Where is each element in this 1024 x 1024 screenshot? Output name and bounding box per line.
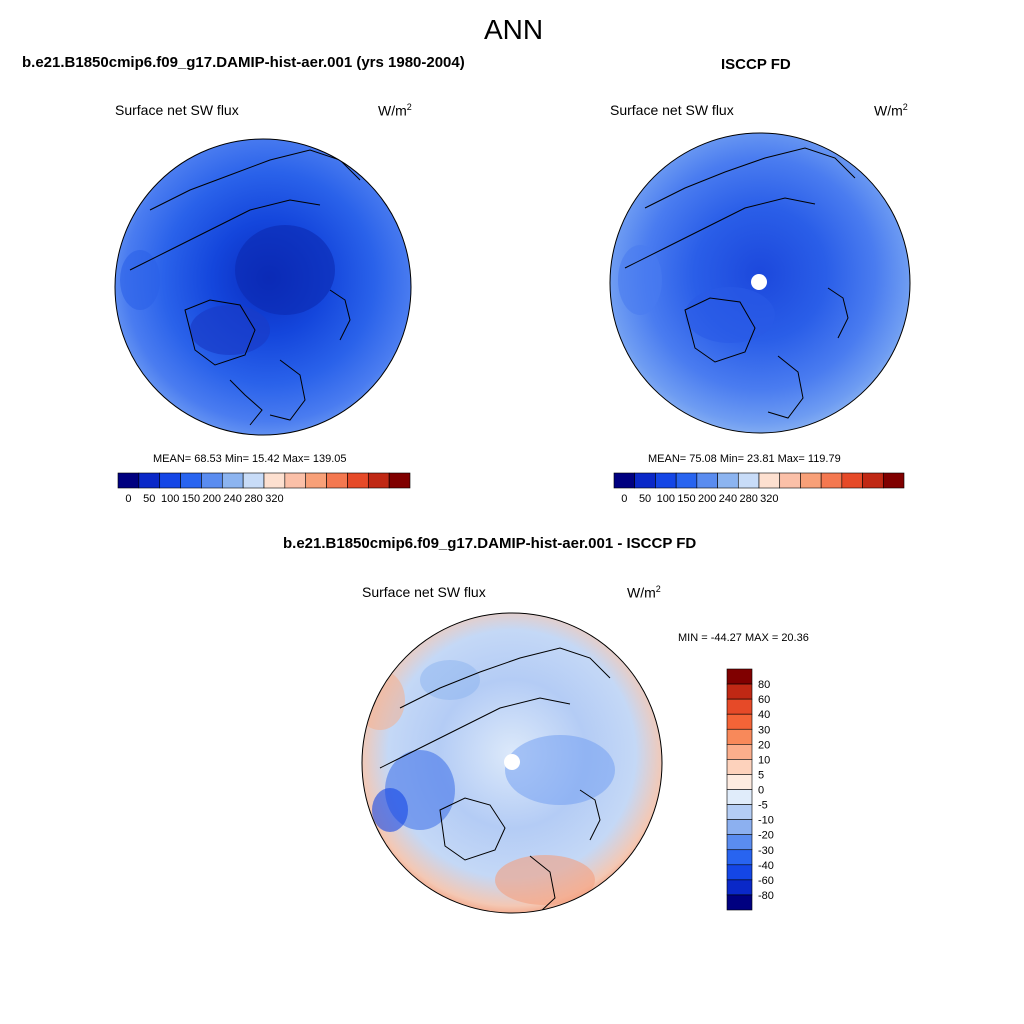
colorbar-swatch bbox=[726, 759, 753, 775]
colorbar-tick-label: 150 bbox=[182, 493, 200, 505]
panel-diff-variable: Surface net SW flux bbox=[362, 584, 486, 600]
colorbar-tick-label: 150 bbox=[677, 493, 695, 505]
map-model bbox=[114, 138, 412, 436]
panel-diff-units: W/m2 bbox=[627, 584, 661, 601]
colorbar-swatch bbox=[634, 472, 656, 489]
colorbar-swatch bbox=[284, 472, 307, 489]
panel-model-header: b.e21.B1850cmip6.f09_g17.DAMIP-hist-aer.… bbox=[22, 54, 465, 71]
colorbar-swatch bbox=[675, 472, 698, 489]
colorbar-tick-label: 320 bbox=[760, 493, 778, 505]
panel-model-stats: MEAN= 68.53 Min= 15.42 Max= 139.05 bbox=[153, 453, 347, 465]
colorbar-swatch bbox=[758, 472, 781, 489]
colorbar-tick-label: 280 bbox=[244, 493, 262, 505]
colorbar-swatch bbox=[726, 834, 753, 851]
colorbar-tick-label: 200 bbox=[698, 493, 716, 505]
colorbar-swatch bbox=[326, 472, 348, 489]
colorbar-swatch bbox=[726, 864, 753, 881]
colorbar-swatch bbox=[388, 472, 411, 489]
map-diff bbox=[361, 612, 663, 914]
panel-diff-header: b.e21.B1850cmip6.f09_g17.DAMIP-hist-aer.… bbox=[283, 535, 697, 552]
colorbar-swatch bbox=[726, 713, 753, 730]
colorbar-tick-label: -20 bbox=[758, 830, 774, 842]
colorbar-swatch bbox=[726, 849, 753, 866]
colorbar-swatch bbox=[717, 472, 739, 489]
colorbar-swatch bbox=[655, 472, 677, 489]
colorbar-swatch bbox=[841, 472, 863, 489]
colorbar-tick-label: -5 bbox=[758, 800, 768, 812]
colorbar-swatch bbox=[726, 728, 753, 745]
colorbar-swatch bbox=[820, 472, 843, 489]
colorbar-tick-label: 240 bbox=[719, 493, 737, 505]
colorbar-swatch bbox=[882, 472, 905, 489]
colorbar-tick-label: 50 bbox=[639, 493, 651, 505]
colorbar-swatch bbox=[613, 472, 636, 489]
colorbar-swatch bbox=[726, 744, 753, 760]
colorbar-swatch bbox=[726, 774, 753, 790]
colorbar-swatch bbox=[347, 472, 369, 489]
colorbar-swatch bbox=[726, 668, 753, 685]
colorbar-swatch bbox=[726, 698, 753, 715]
colorbar-swatch bbox=[221, 472, 244, 489]
colorbar-tick-label: 80 bbox=[758, 679, 770, 691]
colorbar-tick-label: 0 bbox=[621, 493, 627, 505]
colorbar-tick-label: 100 bbox=[161, 493, 179, 505]
colorbar-swatch bbox=[726, 894, 753, 911]
colorbar-tick-label: 0 bbox=[125, 493, 131, 505]
colorbar-tick-label: -80 bbox=[758, 890, 774, 902]
colorbar-model: 0 50 100 150 200 240 280 320 bbox=[117, 472, 411, 505]
colorbar-swatch bbox=[800, 472, 822, 489]
colorbar-tick-label: 320 bbox=[265, 493, 283, 505]
colorbar-obs: 0 50 100 150 200 240 280 320 bbox=[613, 472, 905, 505]
colorbar-swatch bbox=[862, 472, 884, 489]
colorbar-tick-label: 0 bbox=[758, 785, 764, 797]
map-obs bbox=[609, 132, 911, 434]
colorbar-swatch bbox=[367, 472, 390, 489]
colorbar-swatch bbox=[737, 472, 760, 489]
panel-obs-header: ISCCP FD bbox=[721, 56, 791, 73]
colorbar-swatch bbox=[117, 472, 140, 489]
colorbar-swatch bbox=[726, 879, 753, 896]
colorbar-swatch bbox=[779, 472, 801, 489]
colorbar-tick-label: 280 bbox=[739, 493, 757, 505]
colorbar-tick-label: -60 bbox=[758, 875, 774, 887]
colorbar-tick-label: 100 bbox=[657, 493, 675, 505]
colorbar-swatch bbox=[696, 472, 718, 489]
panel-obs-stats: MEAN= 75.08 Min= 23.81 Max= 119.79 bbox=[648, 453, 841, 465]
colorbar-swatch bbox=[159, 472, 181, 489]
colorbar-tick-label: -10 bbox=[758, 815, 774, 827]
colorbar-tick-label: 10 bbox=[758, 754, 770, 766]
panel-model-units: W/m2 bbox=[378, 102, 412, 119]
colorbar-swatch bbox=[138, 472, 161, 489]
colorbar-tick-label: 5 bbox=[758, 769, 764, 781]
colorbar-diff: 80 60 40 30 20 10 5 0 -5 -10 -20 -30 -40 -60 -80 bbox=[726, 668, 774, 911]
panel-diff-stats: MIN = -44.27 MAX = 20.36 bbox=[678, 632, 809, 644]
panel-obs-units: W/m2 bbox=[874, 102, 908, 119]
colorbar-tick-label: 30 bbox=[758, 724, 770, 736]
colorbar-swatch bbox=[263, 472, 286, 489]
colorbar-swatch bbox=[242, 472, 265, 489]
colorbar-tick-label: -40 bbox=[758, 860, 774, 872]
colorbar-tick-label: 200 bbox=[203, 493, 221, 505]
colorbar-swatch bbox=[726, 804, 753, 820]
panel-obs-variable: Surface net SW flux bbox=[610, 102, 734, 118]
colorbar-tick-label: 50 bbox=[143, 493, 155, 505]
colorbar-swatch bbox=[305, 472, 327, 489]
colorbar-tick-label: -30 bbox=[758, 845, 774, 857]
figure-title: ANN bbox=[484, 14, 544, 45]
colorbar-tick-label: 40 bbox=[758, 709, 770, 721]
panel-model-variable: Surface net SW flux bbox=[115, 102, 239, 118]
colorbar-swatch bbox=[201, 472, 223, 489]
colorbar-swatch bbox=[180, 472, 202, 489]
colorbar-tick-label: 60 bbox=[758, 694, 770, 706]
colorbar-swatch bbox=[726, 789, 753, 805]
colorbar-tick-label: 20 bbox=[758, 739, 770, 751]
colorbar-swatch bbox=[726, 683, 753, 700]
colorbar-swatch bbox=[726, 819, 753, 835]
colorbar-tick-label: 240 bbox=[224, 493, 242, 505]
